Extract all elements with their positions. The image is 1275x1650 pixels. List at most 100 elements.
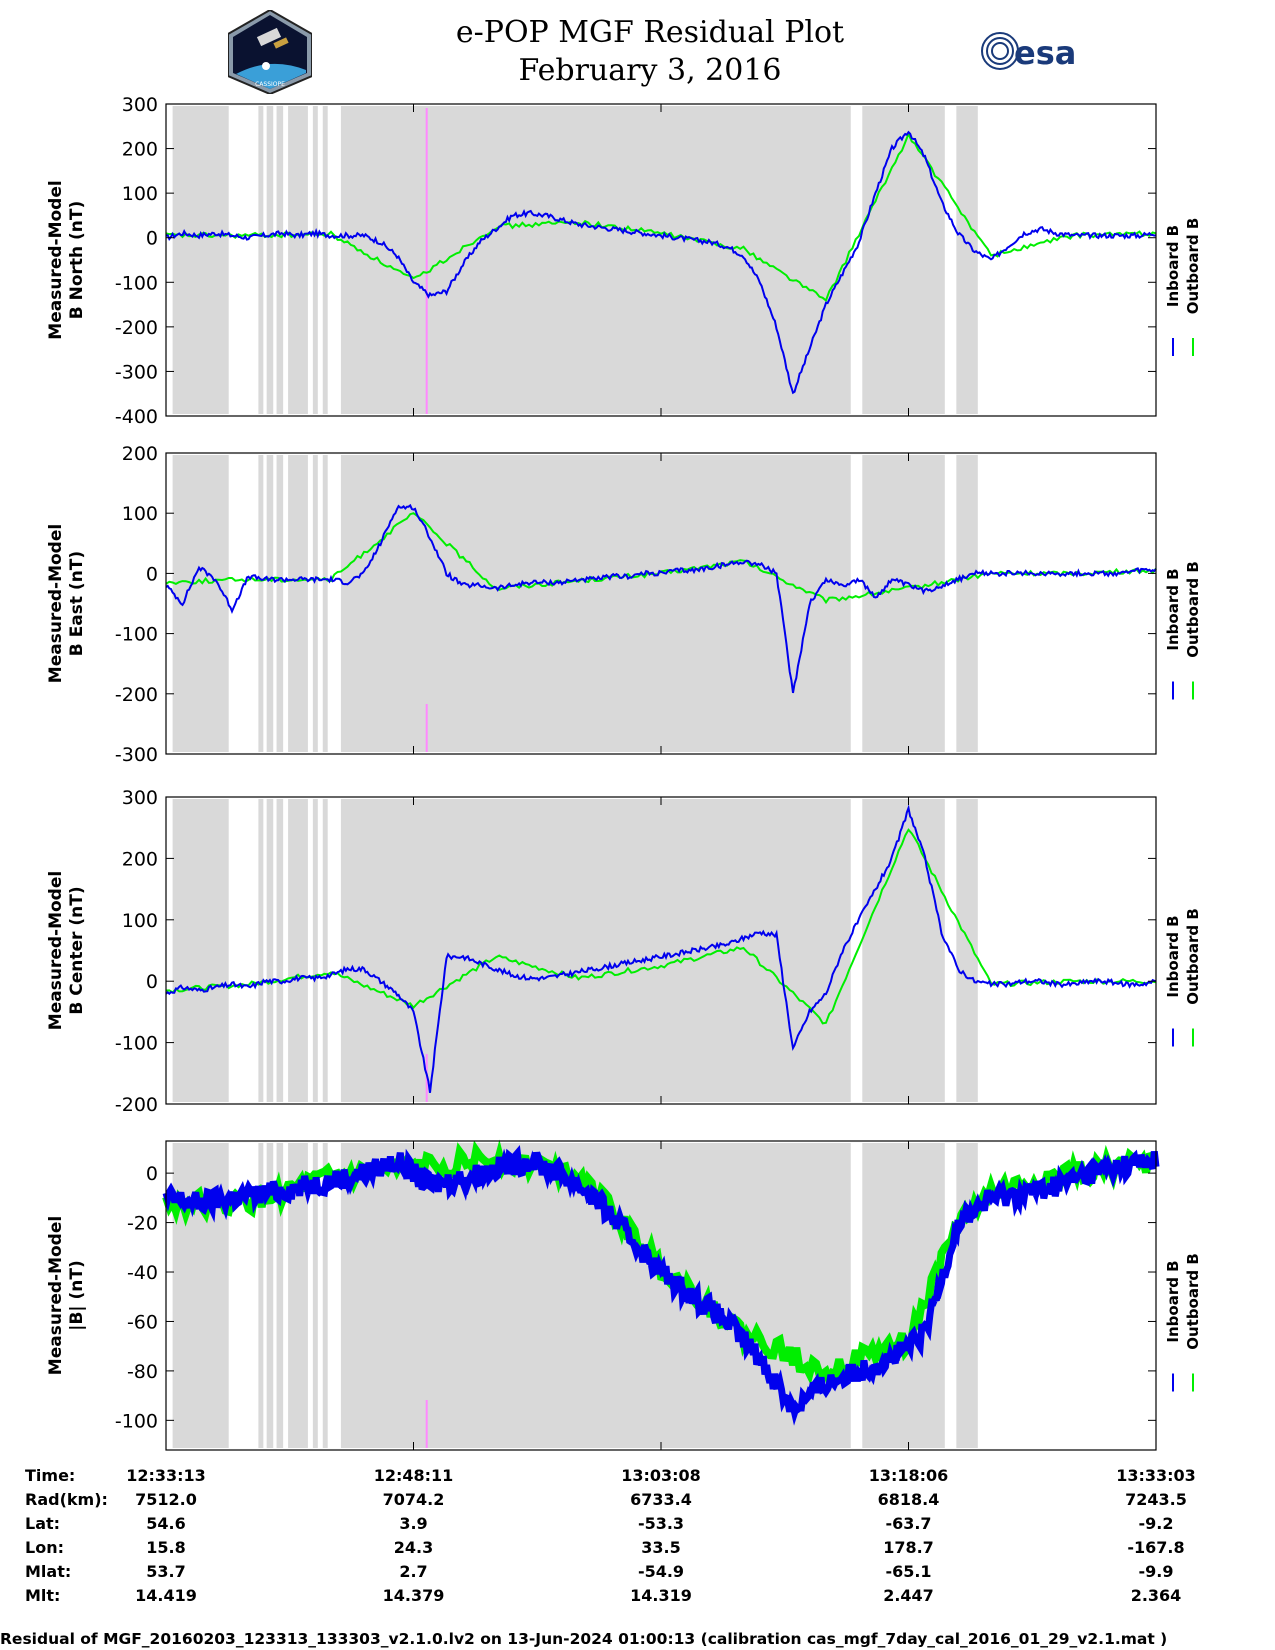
- legend-label: Outboard B: [1184, 1253, 1202, 1350]
- series-inboard: [162, 1144, 1160, 1426]
- shade-band: [258, 455, 264, 752]
- shade-band: [312, 799, 318, 1102]
- shade-band: [266, 799, 274, 1102]
- shade-band: [258, 106, 264, 414]
- panel-4: 0 -20 -40 -60 -80 -100 Measured-Model|B| (nT) I…: [46, 1139, 1202, 1451]
- shade-band: [862, 799, 945, 1102]
- y-tick-label: -400: [115, 406, 158, 428]
- ephemeris-value: 13:03:08: [621, 1466, 701, 1485]
- shade-band: [288, 1143, 308, 1448]
- ephemeris-value: 178.7: [883, 1538, 934, 1557]
- shade-band: [266, 455, 274, 752]
- shade-band: [288, 106, 308, 414]
- legend-label: Inboard B: [1164, 1260, 1182, 1342]
- legend-label: Outboard B: [1184, 561, 1202, 658]
- y-axis-label-line: Measured-Model: [46, 871, 66, 1030]
- y-tick-label: -200: [115, 1094, 158, 1116]
- panel-2: 200 100 0 -100 -200 -300 Measured-ModelB East …: [46, 443, 1202, 766]
- ephemeris-value: 2.364: [1131, 1586, 1182, 1605]
- ephemeris-value: 13:18:06: [869, 1466, 949, 1485]
- ephemeris-value: 7243.5: [1125, 1490, 1187, 1509]
- shade-band: [266, 106, 274, 414]
- shade-band: [266, 1143, 274, 1448]
- series-inboard: [165, 503, 1157, 694]
- plot-date: February 3, 2016: [518, 53, 782, 88]
- y-tick-label: -100: [115, 624, 158, 646]
- y-tick-label: -80: [127, 1361, 158, 1383]
- ephemeris-value: 13:33:03: [1116, 1466, 1196, 1485]
- y-tick-label: -20: [127, 1213, 158, 1235]
- y-axis-label-line: Measured-Model: [46, 180, 66, 339]
- ephemeris-row-label: Mlat:: [25, 1562, 71, 1581]
- shade-band: [340, 799, 851, 1102]
- ephemeris-table: Time: Rad(km): Lat: Lon: Mlat: Mlt: 12:33:13 75…: [25, 1466, 1196, 1605]
- panel-3: 300 200 100 0 -100 -200 Measured-ModelB Center…: [46, 787, 1202, 1116]
- legend-label: Inboard B: [1164, 225, 1182, 307]
- series-inboard: [165, 804, 1157, 1093]
- legend-label: Outboard B: [1184, 908, 1202, 1005]
- shade-band: [172, 106, 229, 414]
- shade-band: [956, 1143, 978, 1448]
- shade-band: [258, 1143, 264, 1448]
- y-tick-label: -100: [115, 1410, 158, 1432]
- ephemeris-value: 15.8: [146, 1538, 185, 1557]
- y-tick-label: 300: [122, 787, 158, 809]
- series-inboard: [165, 130, 1157, 395]
- ephemeris-value: 14.379: [383, 1586, 445, 1605]
- shade-band: [288, 799, 308, 1102]
- y-tick-label: -200: [115, 317, 158, 339]
- y-axis-label-line: B East (nT): [67, 551, 87, 656]
- y-tick-label: -60: [127, 1311, 158, 1333]
- ephemeris-value: 12:48:11: [374, 1466, 454, 1485]
- y-tick-label: 200: [122, 443, 158, 465]
- y-tick-label: 0: [146, 971, 158, 993]
- ephemeris-value: 12:33:13: [126, 1466, 206, 1485]
- y-axis-label: Measured-Model|B| (nT): [46, 1216, 87, 1375]
- footer-caption: Residual of MGF_20160203_123313_133303_v…: [0, 1630, 1168, 1648]
- shade-band: [956, 799, 978, 1102]
- y-tick-label: -300: [115, 744, 158, 766]
- shade-band: [288, 455, 308, 752]
- shade-band: [322, 799, 328, 1102]
- ephemeris-value: -9.2: [1139, 1514, 1174, 1533]
- shade-band: [276, 106, 284, 414]
- legend-label: Inboard B: [1164, 915, 1182, 997]
- shade-band: [340, 106, 851, 414]
- shade-band: [322, 1143, 328, 1448]
- y-tick-label: 200: [122, 848, 158, 870]
- ephemeris-value: -63.7: [885, 1514, 931, 1533]
- logo-caption: CASSIOPE: [255, 81, 285, 88]
- y-tick-label: -100: [115, 272, 158, 294]
- y-tick-label: -300: [115, 361, 158, 383]
- ephemeris-value: 24.3: [394, 1538, 433, 1557]
- ephemeris-value: -54.9: [638, 1562, 684, 1581]
- panel-1: 300 200 100 0 -100 -200 -300 -400 Measured-Model…: [46, 94, 1202, 428]
- shade-band: [276, 455, 284, 752]
- ephemeris-value: 2.447: [883, 1586, 934, 1605]
- shade-band: [956, 455, 978, 752]
- shade-band: [276, 799, 284, 1102]
- y-tick-label: 100: [122, 910, 158, 932]
- ephemeris-value: -53.3: [638, 1514, 684, 1533]
- ephemeris-row-label: Mlt:: [25, 1586, 60, 1605]
- ephemeris-value: 2.7: [399, 1562, 427, 1581]
- ephemeris-value: 53.7: [146, 1562, 185, 1581]
- ephemeris-value: 14.319: [630, 1586, 692, 1605]
- ephemeris-row-label: Time:: [25, 1466, 75, 1485]
- y-tick-label: 0: [146, 228, 158, 250]
- series-outboard: [165, 131, 1157, 303]
- y-axis-label-line: Measured-Model: [46, 524, 66, 683]
- ephemeris-value: 6733.4: [630, 1490, 692, 1509]
- ephemeris-row-label: Rad(km):: [25, 1490, 108, 1509]
- y-axis-label: Measured-ModelB Center (nT): [46, 871, 87, 1030]
- y-axis-label-line: B Center (nT): [67, 886, 87, 1014]
- y-tick-label: -100: [115, 1033, 158, 1055]
- ephemeris-value: -167.8: [1127, 1538, 1184, 1557]
- ephemeris-value: 6818.4: [878, 1490, 940, 1509]
- y-tick-label: -200: [115, 684, 158, 706]
- shade-band: [312, 1143, 318, 1448]
- legend-label: Outboard B: [1184, 218, 1202, 315]
- shade-band: [862, 455, 945, 752]
- shade-band: [312, 106, 318, 414]
